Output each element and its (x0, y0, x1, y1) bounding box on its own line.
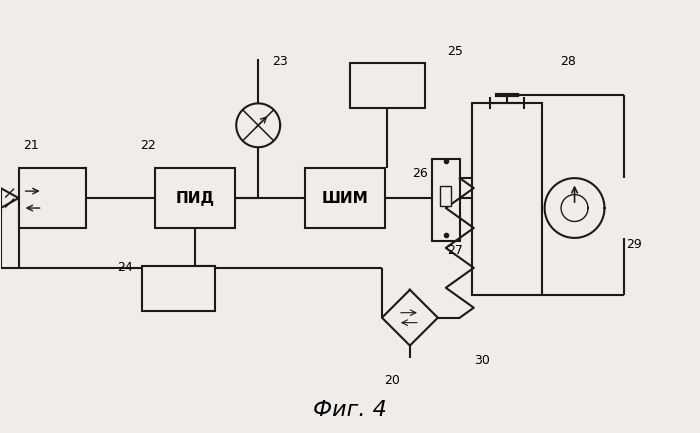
Text: 30: 30 (474, 354, 490, 367)
Text: 22: 22 (141, 139, 156, 152)
Bar (350, 64, 425, 108)
Bar (440, 186, 452, 206)
Bar (472, 103, 542, 295)
Text: 20: 20 (384, 374, 400, 387)
Text: 27: 27 (447, 244, 463, 257)
Text: ПИД: ПИД (176, 191, 215, 206)
Text: 28: 28 (559, 55, 575, 68)
Bar (142, 266, 216, 311)
Text: 24: 24 (118, 262, 133, 275)
Text: 26: 26 (412, 167, 428, 180)
Text: 29: 29 (626, 239, 643, 252)
Text: ШИМ: ШИМ (321, 191, 368, 206)
Bar (155, 168, 235, 228)
Bar (305, 168, 385, 228)
Text: 21: 21 (23, 139, 38, 152)
Text: 23: 23 (272, 55, 288, 68)
Text: 25: 25 (447, 45, 463, 58)
Bar (19, 168, 85, 228)
Text: Фиг. 4: Фиг. 4 (313, 401, 387, 420)
Bar (432, 159, 460, 241)
